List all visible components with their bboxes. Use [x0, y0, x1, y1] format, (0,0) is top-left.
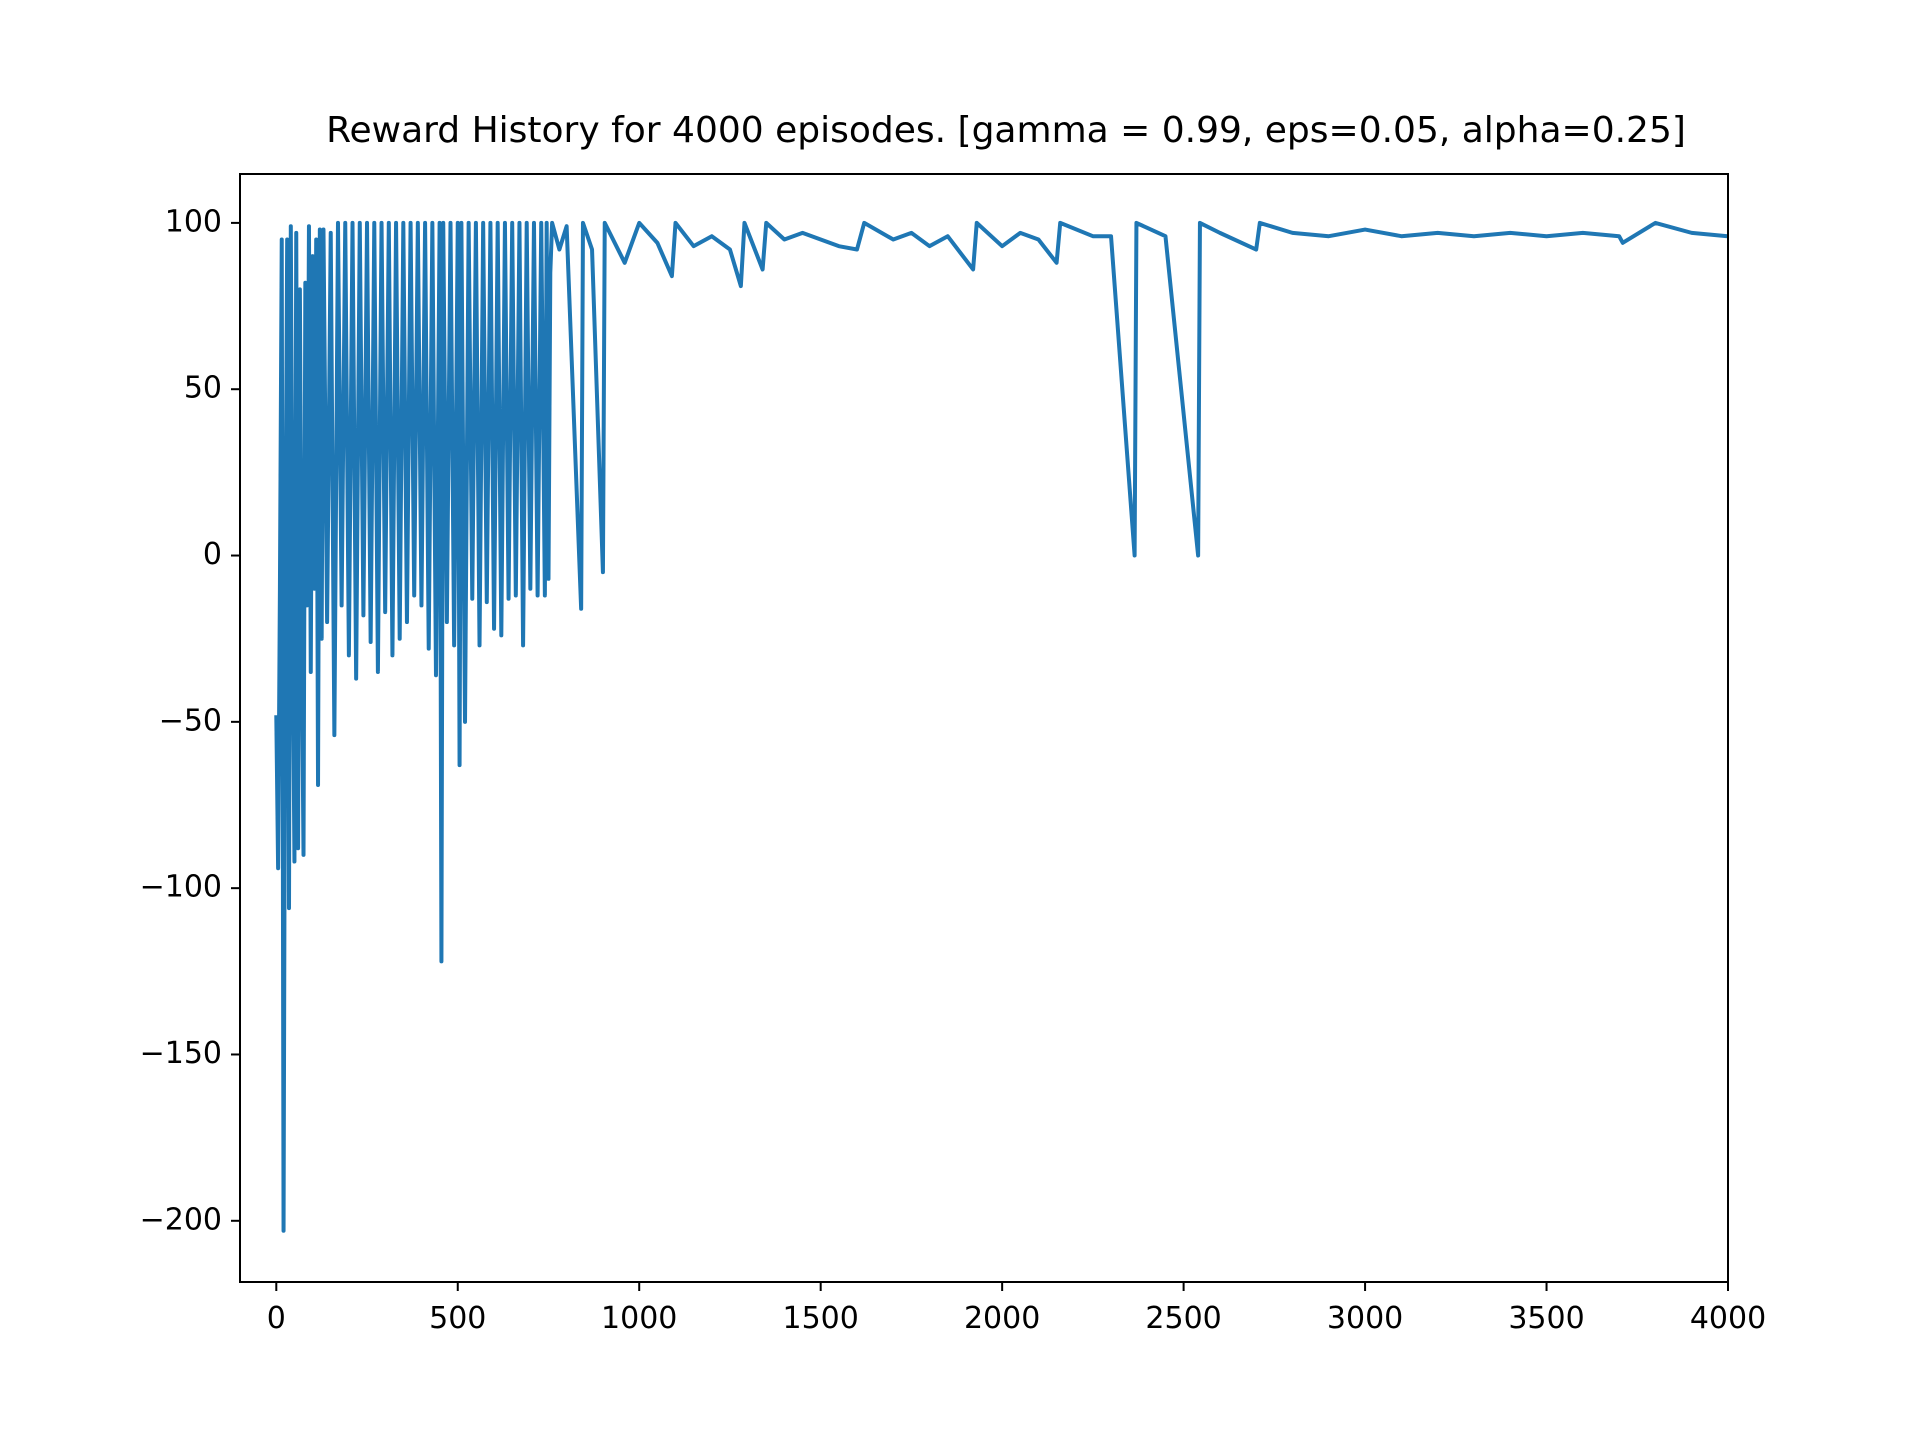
y-tick-label: 100: [165, 204, 222, 239]
x-tick-label: 500: [429, 1301, 486, 1336]
x-tick-label: 4000: [1690, 1301, 1766, 1336]
y-tick-label: −50: [159, 703, 222, 738]
y-tick-label: 0: [203, 537, 222, 572]
x-tick-label: 3000: [1327, 1301, 1403, 1336]
y-tick-label: 50: [184, 371, 222, 406]
x-tick-label: 1000: [601, 1301, 677, 1336]
y-tick-label: −200: [140, 1202, 222, 1237]
x-tick-label: 2500: [1145, 1301, 1221, 1336]
y-tick-label: −150: [140, 1036, 222, 1071]
data-line: [274, 220, 1728, 1233]
x-tick-label: 2000: [964, 1301, 1040, 1336]
x-tick-label: 1500: [783, 1301, 859, 1336]
x-tick-label: 3500: [1508, 1301, 1584, 1336]
chart-title: Reward History for 4000 episodes. [gamma…: [326, 110, 1686, 151]
y-tick-label: −100: [140, 870, 222, 905]
plot-frame: [239, 173, 1729, 1283]
x-tick-label: 0: [267, 1301, 286, 1336]
